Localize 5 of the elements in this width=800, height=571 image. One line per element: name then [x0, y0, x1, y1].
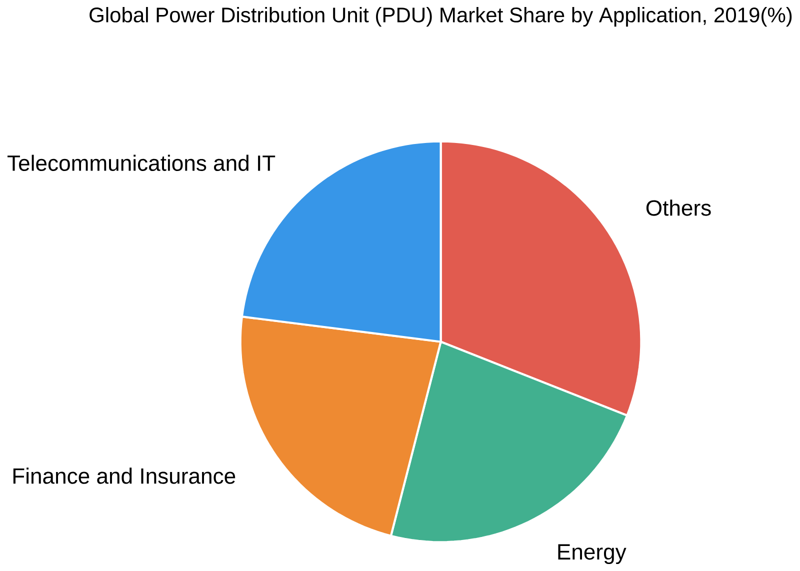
- slice-label: Finance and Insurance: [13, 468, 236, 484]
- slice-label: Telecommunications and IT: [8, 154, 276, 171]
- chart-title: Global Power Distribution Unit (PDU) Market Share by Application, 2019(%): [90, 6, 792, 27]
- slice-label: Energy: [558, 544, 626, 564]
- slice-label: Others: [646, 200, 711, 216]
